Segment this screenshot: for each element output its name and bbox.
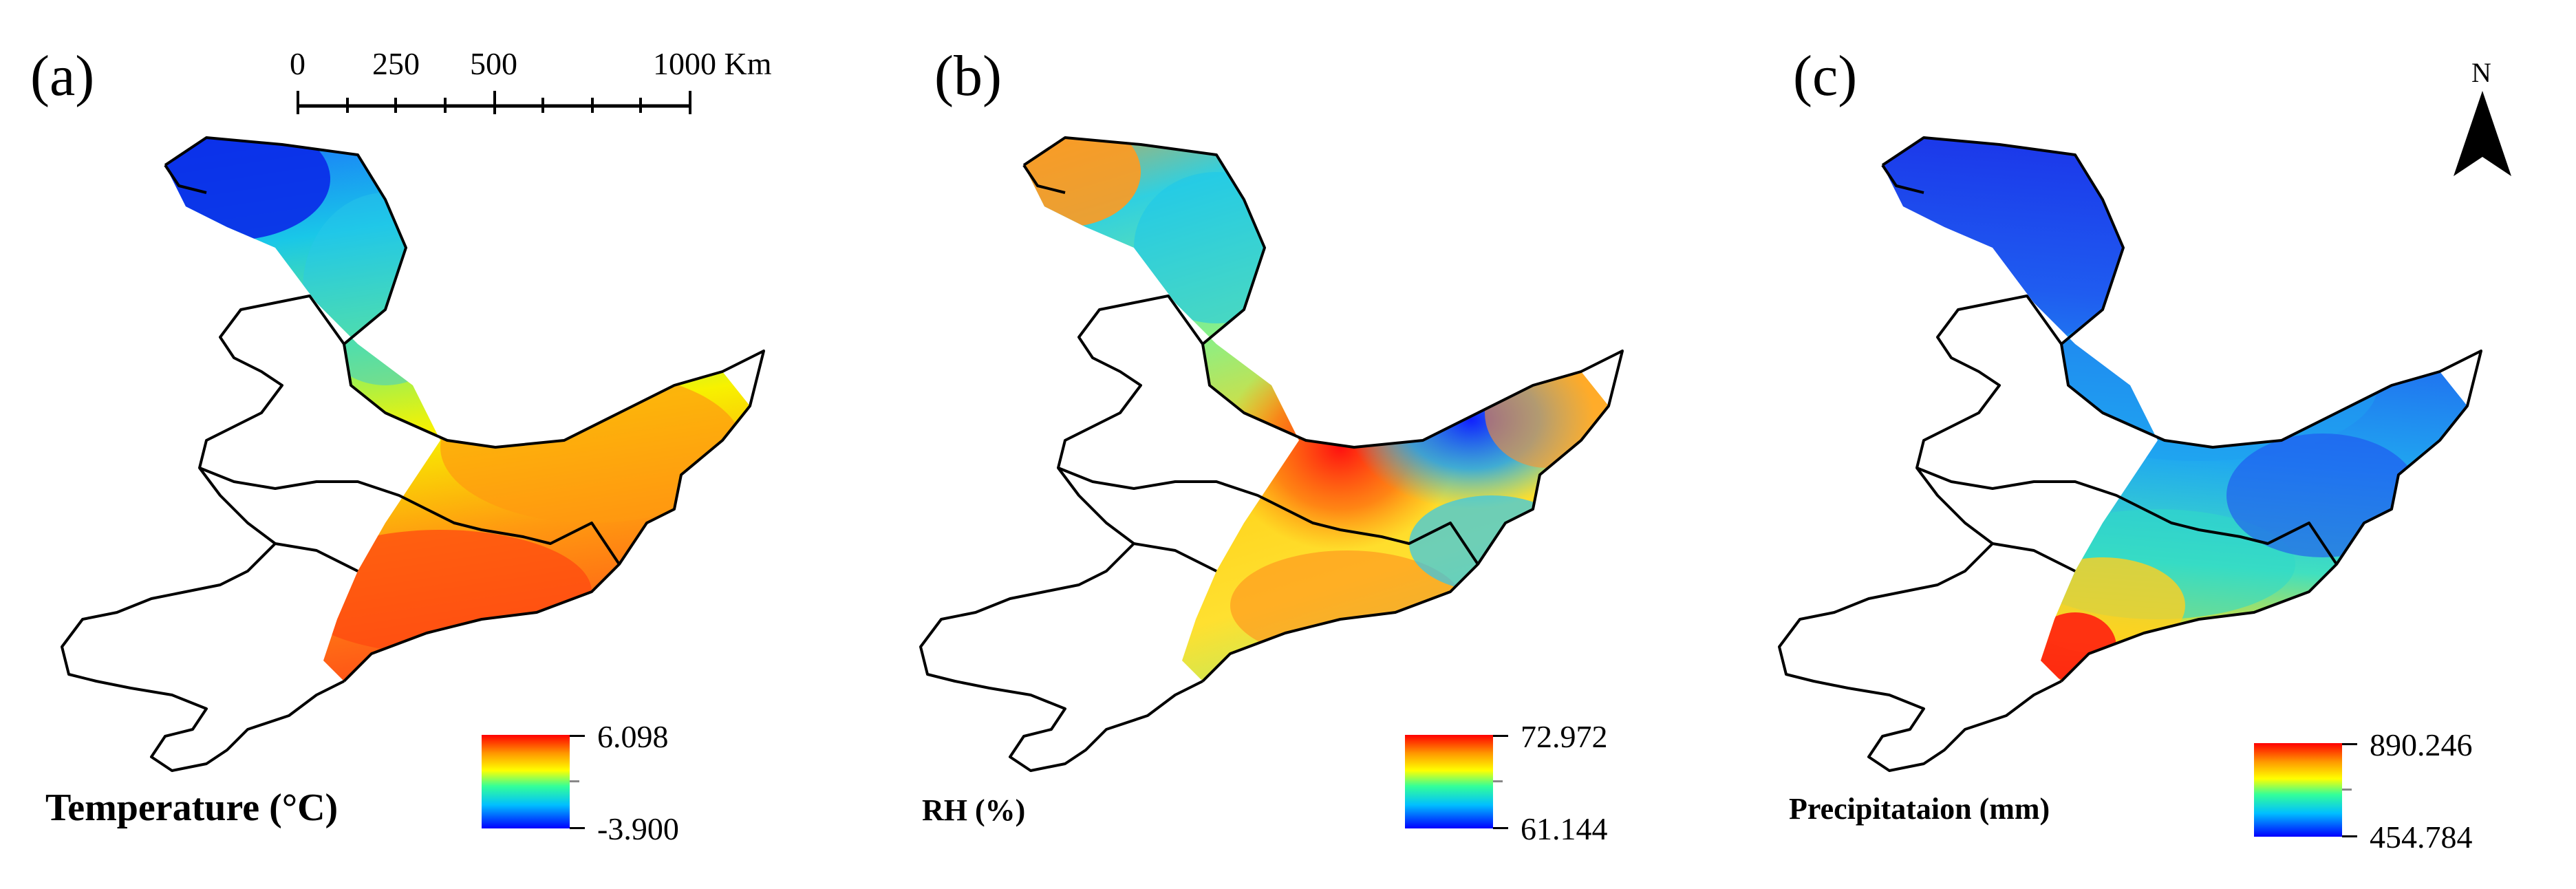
variable-title: RH (%)	[922, 793, 1026, 827]
panel-label: (b)	[934, 44, 1002, 108]
legend-color-ramp	[2254, 743, 2342, 837]
legend-color-ramp	[482, 735, 570, 828]
legend-max: 72.972	[1521, 719, 1608, 754]
north-label: N	[2471, 57, 2491, 88]
precipitation-field	[1882, 138, 2467, 681]
legend-color-ramp	[1405, 735, 1493, 828]
panel-temperature: (a) 0 250 500 1000 Km	[0, 0, 859, 889]
panel-precipitation: (c) N Precipitataion (mm) 890.246	[1717, 0, 2576, 889]
legend-tick-max	[570, 735, 585, 737]
panel-rh: (b) RH (%) 72.972 61.144	[859, 0, 1717, 889]
panel-label: (a)	[30, 44, 95, 108]
province-boundaries	[1778, 136, 2482, 772]
precipitation-map	[1778, 136, 2482, 772]
legend-tick-max	[2342, 743, 2357, 745]
legend-min: 454.784	[2370, 820, 2473, 855]
province-boundaries	[919, 136, 1624, 772]
legend-tick-min	[1493, 827, 1508, 829]
scale-bar-graphic	[297, 91, 691, 114]
legend-tick-mid	[570, 780, 579, 782]
panel-label: (c)	[1793, 44, 1858, 108]
scale-label-1000: 1000 Km	[653, 46, 772, 81]
scale-label-250: 250	[372, 46, 420, 81]
legend-max: 890.246	[2370, 727, 2473, 762]
legend-max: 6.098	[597, 719, 669, 754]
temperature-field	[165, 138, 750, 681]
legend-tick-min	[2342, 835, 2357, 837]
rh-field	[1024, 138, 1609, 681]
scale-bar: 0 250 500 1000 Km	[290, 45, 774, 121]
scale-label-0: 0	[290, 46, 305, 81]
legend-tick-mid	[2342, 789, 2352, 791]
legend-min: -3.900	[597, 811, 679, 846]
variable-title: Precipitataion (mm)	[1789, 792, 2050, 826]
legend-tick-max	[1493, 735, 1508, 737]
rh-map	[919, 136, 1624, 772]
legend-tick-min	[570, 827, 585, 829]
legend-min: 61.144	[1521, 811, 1608, 846]
temperature-map	[61, 136, 765, 772]
variable-title: Temperature (°C)	[45, 786, 339, 829]
legend-tick-mid	[1493, 780, 1503, 782]
north-arrow: N	[2448, 56, 2517, 180]
scale-label-500: 500	[470, 46, 517, 81]
province-boundaries	[61, 136, 765, 772]
north-arrow-icon	[2454, 91, 2511, 176]
